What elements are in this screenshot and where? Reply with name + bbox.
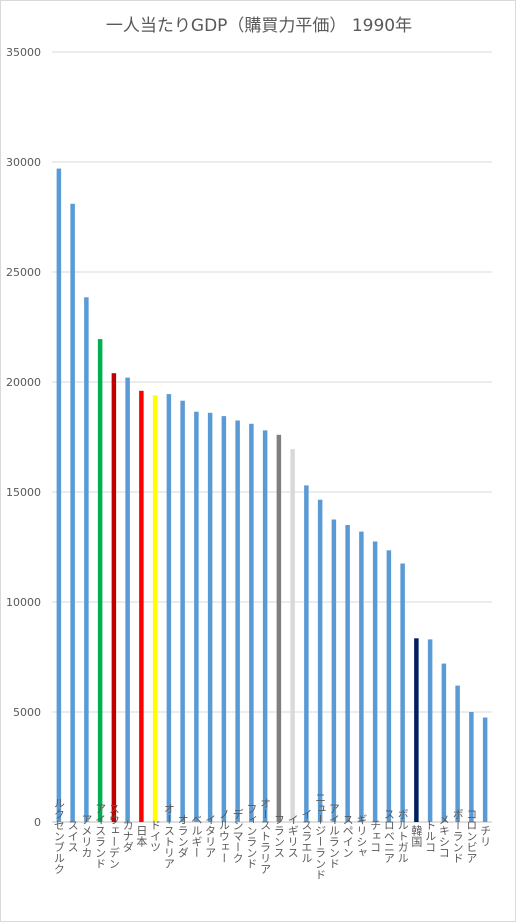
x-tick-label: 日本: [135, 825, 148, 848]
bar: [345, 525, 350, 822]
x-tick-label: オーストラリア: [259, 797, 272, 874]
bar: [414, 638, 419, 822]
y-tick-label: 25000: [6, 266, 41, 279]
x-tick-label: スイス: [66, 820, 79, 853]
bar: [235, 420, 240, 822]
x-tick-label: フランス: [272, 814, 285, 858]
x-tick-label: アイルランド: [327, 803, 340, 869]
x-tick-label: ベルギー: [190, 814, 203, 858]
bar: [427, 639, 433, 822]
y-tick-label: 0: [34, 816, 41, 829]
y-tick-label: 5000: [13, 706, 41, 719]
bar: [180, 400, 185, 822]
bar: [166, 394, 172, 822]
x-tick-label: メキシコ: [437, 814, 450, 858]
y-tick-label: 35000: [6, 46, 41, 59]
y-tick-label: 15000: [6, 486, 41, 499]
bar: [249, 423, 254, 822]
x-tick-label: オランダ: [176, 814, 189, 858]
bar: [290, 449, 295, 822]
x-tick-label: ギリシャ: [355, 814, 368, 858]
x-tick-label: 韓国: [410, 825, 423, 848]
x-tick-label: アメリカ: [80, 814, 93, 858]
x-tick-label: ニュージーランド: [314, 792, 327, 880]
x-tick-label: コロンビア: [465, 809, 478, 864]
bar: [372, 541, 378, 822]
bar: [304, 485, 309, 822]
bar: [125, 377, 130, 822]
bar: [262, 430, 268, 822]
bar: [482, 717, 488, 822]
x-tick-label: スウェーデン: [107, 803, 120, 869]
x-tick-label: ドイツ: [149, 820, 162, 853]
chart-title: 一人当たりGDP（購買力平価） 1990年: [105, 16, 413, 36]
x-tick-label: ポルトガル: [396, 808, 409, 863]
bar: [276, 434, 282, 822]
bar: [194, 411, 199, 822]
bar: [455, 685, 460, 822]
x-tick-label: スペイン: [341, 814, 354, 858]
bar: [207, 412, 213, 822]
x-tick-label: ポーランド: [451, 808, 464, 863]
bar: [152, 395, 158, 822]
x-tick-label: スロベニア: [382, 809, 395, 864]
bar: [386, 550, 392, 822]
x-tick-label: カナダ: [121, 819, 134, 852]
x-tick-label: チリ: [479, 825, 492, 847]
y-tick-label: 20000: [6, 376, 41, 389]
x-tick-label: アイスランド: [94, 803, 107, 869]
bar: [469, 712, 474, 822]
bar: [139, 390, 144, 822]
x-tick-label: イギリス: [286, 814, 299, 858]
x-tick-label: フィンランド: [245, 803, 258, 869]
bar: [111, 373, 117, 822]
x-tick-label: イタリア: [204, 814, 217, 858]
bar: [317, 499, 323, 822]
y-tick-label: 10000: [6, 596, 41, 609]
x-tick-label: トルコ: [424, 820, 437, 853]
bar: [97, 339, 103, 822]
y-tick-label: 30000: [6, 156, 41, 169]
bar: [70, 203, 75, 823]
x-tick-label: ノルウェー: [217, 809, 230, 864]
bar: [331, 519, 337, 822]
bar: [221, 416, 227, 822]
bar: [441, 663, 447, 822]
bar: [56, 168, 62, 823]
x-tick-label: イスラエル: [300, 809, 313, 864]
bar: [359, 531, 364, 822]
bar: [400, 563, 405, 822]
bar: [84, 297, 89, 822]
x-tick-label: ルクセンブルク: [52, 798, 65, 875]
x-tick-label: デンマーク: [231, 807, 244, 863]
x-tick-label: チェコ: [369, 820, 382, 853]
x-tick-label: オーストリア: [162, 803, 175, 869]
